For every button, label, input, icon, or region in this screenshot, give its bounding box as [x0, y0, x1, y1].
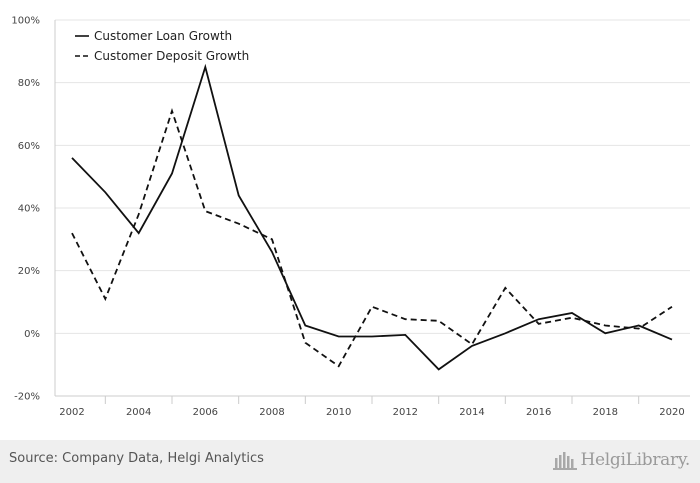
brand-logo: HelgiLibrary. — [552, 448, 691, 472]
x-tick-label-3: 2008 — [259, 407, 284, 418]
y-tick-label-1: 80% — [18, 78, 40, 89]
series-lines — [71, 63, 673, 371]
x-axis-ticks — [104, 396, 640, 404]
source-note: Source: Company Data, Helgi Analytics — [9, 451, 264, 466]
x-tick-label-4: 2010 — [326, 407, 351, 418]
legend-label-loan: Customer Loan Growth — [94, 29, 232, 43]
grid-lines — [54, 19, 690, 397]
brand-name: HelgiLibrary. — [580, 450, 691, 470]
y-tick-label-6: -20% — [14, 392, 40, 403]
x-tick-label-9: 2020 — [659, 407, 684, 418]
series-line-deposit-growth — [71, 108, 673, 368]
y-tick-label-3: 40% — [18, 204, 40, 215]
x-tick-label-8: 2018 — [593, 407, 618, 418]
y-tick-label-4: 20% — [18, 266, 40, 277]
x-tick-label-1: 2004 — [126, 407, 151, 418]
y-tick-label-5: 0% — [24, 329, 40, 340]
x-axis-labels: 2002 2004 2006 2008 2010 2012 2014 2016 2018 2020 — [59, 407, 684, 418]
x-tick-label-0: 2002 — [59, 407, 84, 418]
library-building-icon — [552, 452, 577, 470]
y-tick-label-0: 100% — [11, 16, 40, 27]
y-axis-labels: 100% 80% 60% 40% 20% 0% -20% — [11, 16, 40, 403]
y-tick-label-2: 60% — [18, 141, 40, 152]
series-line-loan-growth — [71, 63, 673, 371]
x-tick-label-5: 2012 — [393, 407, 418, 418]
x-tick-label-2: 2006 — [193, 407, 218, 418]
x-tick-label-7: 2016 — [526, 407, 551, 418]
line-chart: 100%80%60%40%20%0%-20% 2002 2004 2006 2008 2… — [11, 16, 690, 418]
legend-label-deposit: Customer Deposit Growth — [94, 49, 249, 63]
x-tick-label-6: 2014 — [459, 407, 484, 418]
footer-bar: Source: Company Data, Helgi Analytics He… — [0, 440, 700, 483]
legend: Customer Loan Growth Customer Deposit Gr… — [75, 29, 249, 63]
